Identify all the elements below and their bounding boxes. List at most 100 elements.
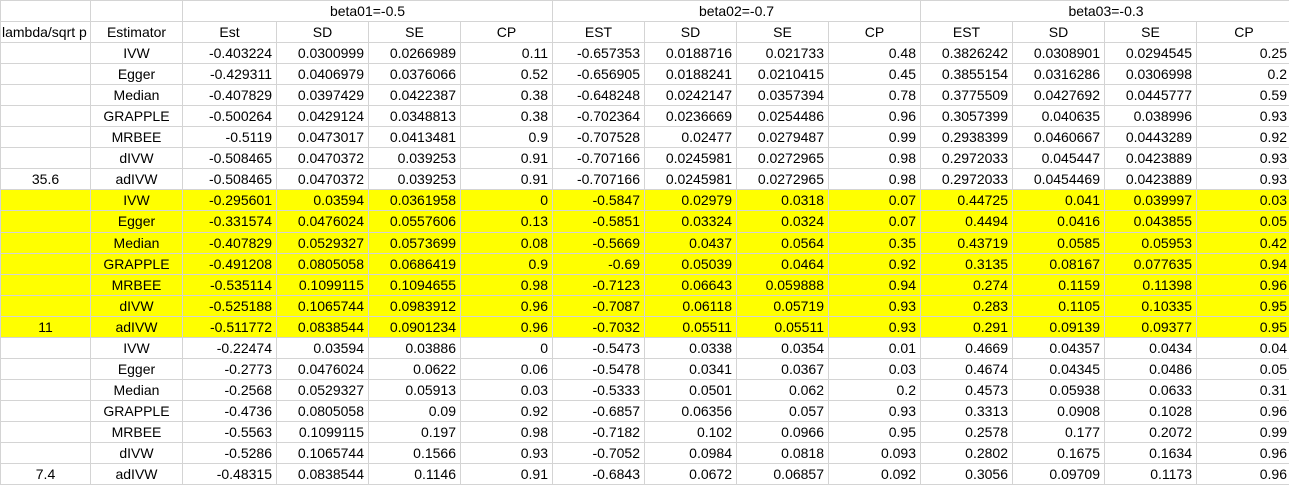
header-corner-cell: [91, 1, 183, 22]
estimator-cell: Median: [91, 85, 183, 106]
estimator-cell: MRBEE: [91, 274, 183, 295]
value-cell: 0.0272965: [737, 148, 829, 169]
value-cell: -0.5563: [183, 421, 277, 442]
value-cell: 0.291: [921, 316, 1013, 337]
value-cell: -0.7052: [553, 442, 645, 463]
value-cell: -0.5286: [183, 442, 277, 463]
value-cell: 0.1094655: [369, 274, 461, 295]
value-cell: 0.0300999: [277, 43, 369, 64]
lambda-cell: [1, 211, 91, 232]
value-cell: -0.5478: [553, 358, 645, 379]
estimator-cell: MRBEE: [91, 127, 183, 148]
value-cell: 0.04345: [1013, 358, 1105, 379]
lambda-cell: [1, 442, 91, 463]
value-cell: 0.0422387: [369, 85, 461, 106]
value-cell: 0.04357: [1013, 337, 1105, 358]
column-header: CP: [1197, 22, 1289, 43]
value-cell: 0.2: [1197, 64, 1289, 85]
value-cell: 0.0470372: [277, 148, 369, 169]
value-cell: 0.05: [1197, 211, 1289, 232]
value-cell: 0.05913: [369, 379, 461, 400]
value-cell: 0.35: [829, 232, 921, 253]
value-cell: 0.0245981: [645, 169, 737, 190]
value-cell: 0.057: [737, 400, 829, 421]
column-header: SD: [277, 22, 369, 43]
value-cell: 0.06356: [645, 400, 737, 421]
value-cell: -0.7087: [553, 295, 645, 316]
value-cell: -0.407829: [183, 232, 277, 253]
value-cell: 0.4573: [921, 379, 1013, 400]
value-cell: 0.0557606: [369, 211, 461, 232]
header-corner-cell: [1, 1, 91, 22]
value-cell: 0.0984: [645, 442, 737, 463]
value-cell: -0.702364: [553, 106, 645, 127]
value-cell: -0.500264: [183, 106, 277, 127]
lambda-cell: [1, 337, 91, 358]
value-cell: 0.0622: [369, 358, 461, 379]
value-cell: 0.96: [1197, 464, 1289, 485]
estimator-cell: Egger: [91, 64, 183, 85]
value-cell: 0.01: [829, 337, 921, 358]
value-cell: 0.0427692: [1013, 85, 1105, 106]
estimator-cell: GRAPPLE: [91, 253, 183, 274]
value-cell: 0.96: [1197, 442, 1289, 463]
column-header: CP: [829, 22, 921, 43]
value-cell: 0.07: [829, 190, 921, 211]
estimator-cell: Egger: [91, 358, 183, 379]
estimator-cell: Median: [91, 379, 183, 400]
value-cell: 0.05039: [645, 253, 737, 274]
value-cell: 0.0633: [1105, 379, 1197, 400]
value-cell: 0.021733: [737, 43, 829, 64]
value-cell: 0.1028: [1105, 400, 1197, 421]
column-header: SE: [369, 22, 461, 43]
value-cell: 0.98: [829, 169, 921, 190]
estimator-cell: MRBEE: [91, 421, 183, 442]
value-cell: 0.05953: [1105, 232, 1197, 253]
value-cell: -0.508465: [183, 169, 277, 190]
value-cell: 0.092: [829, 464, 921, 485]
value-cell: 0.44725: [921, 190, 1013, 211]
value-cell: 0.0279487: [737, 127, 829, 148]
value-cell: 0.0573699: [369, 232, 461, 253]
value-cell: 0.43719: [921, 232, 1013, 253]
value-cell: 0.0501: [645, 379, 737, 400]
value-cell: 0.0429124: [277, 106, 369, 127]
value-cell: 0.0445777: [1105, 85, 1197, 106]
value-cell: 0.92: [829, 253, 921, 274]
value-cell: 0.0818: [737, 442, 829, 463]
value-cell: 0.03324: [645, 211, 737, 232]
value-cell: 0.0423889: [1105, 169, 1197, 190]
value-cell: 0.93: [829, 400, 921, 421]
value-cell: 0.05719: [737, 295, 829, 316]
value-cell: 0.0454469: [1013, 169, 1105, 190]
value-cell: 0.0529327: [277, 232, 369, 253]
value-cell: 0.1099115: [277, 274, 369, 295]
value-cell: 0.98: [829, 148, 921, 169]
value-cell: 0.1634: [1105, 442, 1197, 463]
value-cell: 0.4669: [921, 337, 1013, 358]
value-cell: -0.707166: [553, 148, 645, 169]
value-cell: 0.0529327: [277, 379, 369, 400]
value-cell: 0.1105: [1013, 295, 1105, 316]
value-cell: -0.407829: [183, 85, 277, 106]
value-cell: 0.0564: [737, 232, 829, 253]
value-cell: 0.04: [1197, 337, 1289, 358]
value-cell: 0.077635: [1105, 253, 1197, 274]
value-cell: 0.96: [461, 316, 553, 337]
value-cell: 0: [461, 190, 553, 211]
value-cell: -0.22474: [183, 337, 277, 358]
group-header-row: beta01=-0.5 beta02=-0.7 beta03=-0.3: [1, 1, 1289, 22]
column-header: SD: [645, 22, 737, 43]
lambda-cell: [1, 295, 91, 316]
value-cell: 0.0316286: [1013, 64, 1105, 85]
lambda-cell: [1, 64, 91, 85]
